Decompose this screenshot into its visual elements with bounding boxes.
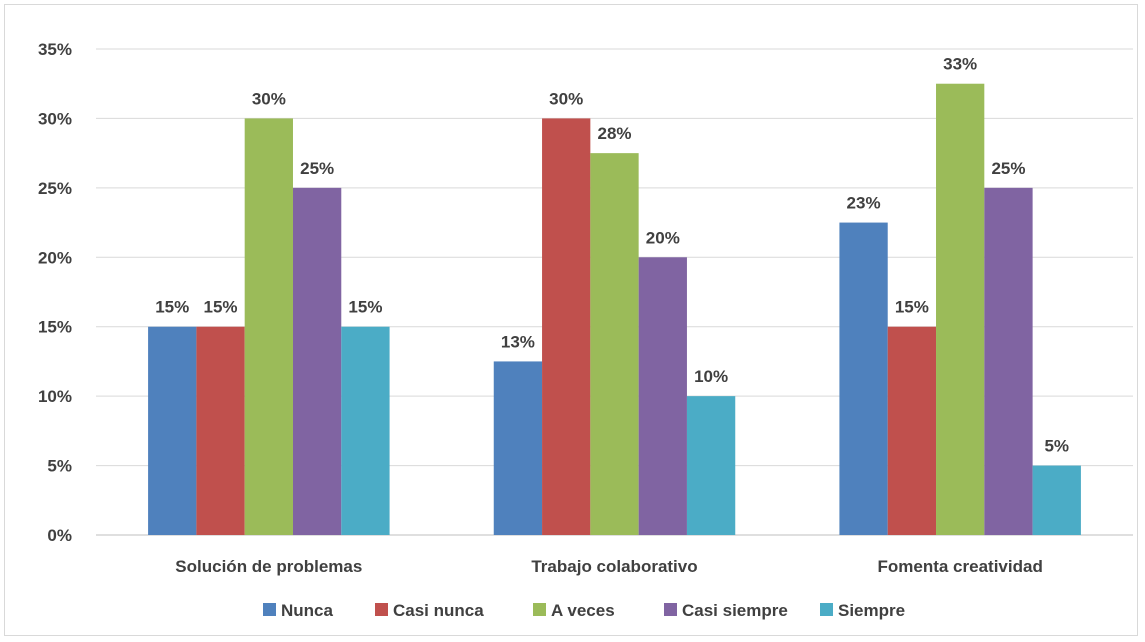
data-label: 13% (501, 332, 535, 351)
data-label: 25% (300, 159, 334, 178)
y-tick-label: 25% (38, 179, 72, 198)
bar (887, 326, 937, 535)
legend-label: A veces (551, 601, 615, 620)
bar (542, 118, 591, 535)
y-tick-label: 0% (47, 526, 72, 545)
category-label: Trabajo colaborativo (531, 557, 697, 576)
legend-item: Casi siempre (664, 601, 788, 620)
data-label: 30% (252, 89, 286, 108)
bar (984, 187, 1033, 535)
chart-frame: 0% 5% 10% 15% 20% 25% 30% 35% 15% 15% 30% 25% 15% 13… (4, 4, 1138, 636)
bar (590, 153, 639, 535)
data-label: 15% (204, 298, 238, 317)
data-label: 23% (847, 194, 881, 213)
data-label: 15% (348, 298, 382, 317)
bar (244, 118, 293, 535)
legend-item: Casi nunca (375, 601, 484, 620)
bar (292, 187, 342, 535)
bar-chart: 0% 5% 10% 15% 20% 25% 30% 35% 15% 15% 30% 25% 15% 13… (38, 40, 1133, 620)
legend-item: A veces (533, 601, 615, 620)
legend-swatch (375, 603, 388, 616)
x-axis-categories: Solución de problemas Trabajo colaborativ… (175, 557, 1043, 576)
y-tick-label: 10% (38, 387, 72, 406)
bar (638, 257, 687, 535)
legend-label: Casi nunca (393, 601, 484, 620)
legend-label: Nunca (281, 601, 334, 620)
data-label: 5% (1044, 437, 1069, 456)
data-label: 33% (943, 55, 977, 74)
data-labels: 15% 15% 30% 25% 15% 13% 30% 28% 20% 10% 23% 15% 33% 2… (155, 55, 1069, 456)
legend-swatch (664, 603, 677, 616)
y-axis-ticks: 0% 5% 10% 15% 20% 25% 30% 35% (38, 40, 72, 545)
bar (1032, 465, 1081, 535)
legend: Nunca Casi nunca A veces Casi siempre Siempr… (263, 601, 905, 620)
bar (839, 222, 888, 536)
category-label: Solución de problemas (175, 557, 362, 576)
bars (148, 83, 1081, 536)
data-label: 10% (694, 367, 728, 386)
data-label: 15% (895, 298, 929, 317)
y-tick-label: 35% (38, 40, 72, 59)
bar (936, 83, 985, 535)
legend-label: Casi siempre (682, 601, 788, 620)
data-label: 15% (155, 298, 189, 317)
bar (196, 326, 245, 535)
data-label: 25% (991, 159, 1025, 178)
category-label: Fomenta creatividad (878, 557, 1043, 576)
bar (341, 326, 390, 535)
bar (686, 396, 736, 535)
data-label: 30% (549, 89, 583, 108)
y-tick-label: 5% (47, 457, 72, 476)
y-tick-label: 30% (38, 109, 72, 128)
legend-item: Nunca (263, 601, 334, 620)
bar (493, 361, 543, 535)
legend-swatch (263, 603, 276, 616)
y-tick-label: 20% (38, 248, 72, 267)
data-label: 28% (597, 124, 631, 143)
legend-swatch (820, 603, 833, 616)
bar (148, 326, 197, 535)
legend-swatch (533, 603, 546, 616)
legend-item: Siempre (820, 601, 905, 620)
y-tick-label: 15% (38, 318, 72, 337)
data-label: 20% (646, 228, 680, 247)
legend-label: Siempre (838, 601, 905, 620)
